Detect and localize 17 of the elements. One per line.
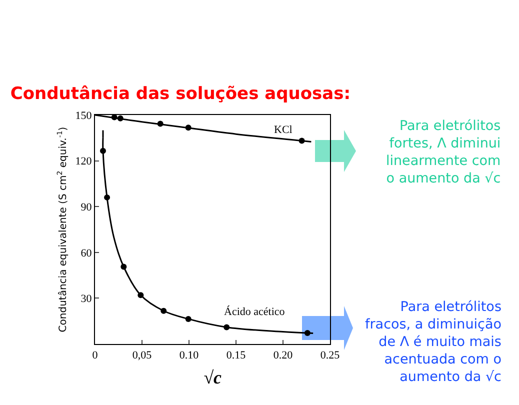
x-tick-label: 0.20 [273,349,294,362]
chart-title: Condutância das soluções aquosas: [10,84,351,104]
y-tick-label: 150 [75,110,92,122]
x-axis-title: √c [204,367,222,388]
x-tick-label: 0.15 [226,349,246,362]
y-tick-label: 60 [80,247,92,260]
y-tick-label: 120 [75,156,92,168]
annotation: Ácido acético [224,305,286,318]
y-tick-label: 90 [80,201,92,214]
annotation: KCl [274,124,292,136]
text: Para eletrólitos fracos, a diminuição de Λ é muito mais acentuada com o aumento da √c [365,299,502,386]
text: Para eletrólitos fortes, Λ diminui linearmente com o aumento da √c [386,118,501,187]
y-tick-label: 30 [80,293,92,306]
x-tick-label: 0.10 [179,349,200,362]
x-tick-label: 0.25 [320,349,340,362]
x-tick-label: 0,05 [132,349,152,362]
x-tick-label: 0 [92,349,98,362]
